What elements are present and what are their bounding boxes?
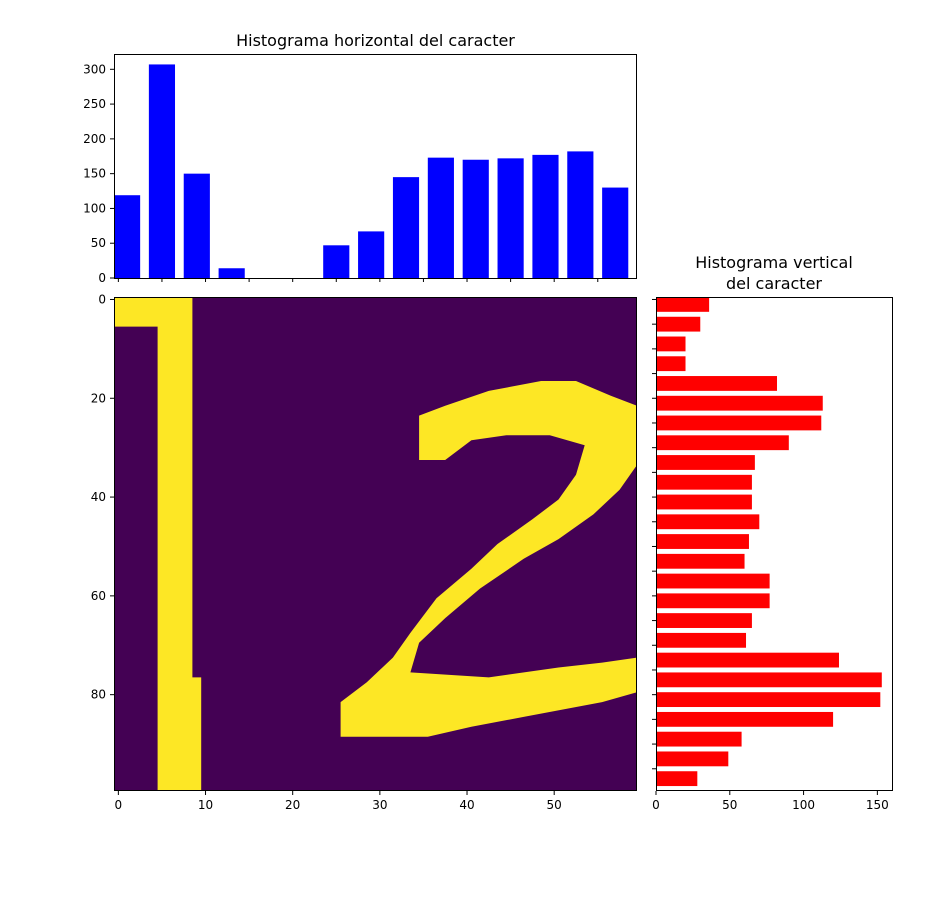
vertical-histogram-frame xyxy=(656,297,893,791)
vertical-histogram-bar xyxy=(656,534,749,549)
horizontal-histogram-bar xyxy=(392,177,420,278)
horizontal-histogram-bar xyxy=(462,159,489,278)
vertical-histogram-bar xyxy=(656,751,729,767)
vertical-histogram-bar xyxy=(656,613,752,628)
image-xtick-label: 20 xyxy=(285,798,300,812)
vertical-histogram: Histograma vertical del caracter 0 50 100 1… xyxy=(652,253,893,812)
image-frame xyxy=(114,297,637,791)
horizontal-histogram-ytick-label: 300 xyxy=(83,62,106,76)
vertical-histogram-bar xyxy=(656,455,755,470)
horizontal-histogram-bar xyxy=(183,173,210,278)
horizontal-histogram: Histograma horizontal del caracter 0 50 10… xyxy=(83,31,637,285)
horizontal-histogram-frame xyxy=(114,54,637,279)
vertical-histogram-bars xyxy=(656,297,882,787)
vertical-histogram-bar xyxy=(656,731,742,747)
vertical-histogram-bar xyxy=(656,316,701,332)
vertical-histogram-bar xyxy=(656,297,710,312)
image-xtick-label: 0 xyxy=(115,798,123,812)
horizontal-histogram-bar xyxy=(602,187,629,278)
horizontal-histogram-ytick-label: 50 xyxy=(91,236,106,250)
vertical-histogram-bar xyxy=(656,514,760,530)
image-xtick-label: 50 xyxy=(547,798,562,812)
horizontal-histogram-bar xyxy=(532,154,559,278)
vertical-histogram-bar xyxy=(656,593,770,609)
horizontal-histogram-ytick-label: 150 xyxy=(83,167,106,181)
horizontal-histogram-bar xyxy=(497,158,524,278)
horizontal-histogram-bar xyxy=(567,151,594,278)
horizontal-histogram-bar xyxy=(323,245,350,278)
vertical-histogram-bar xyxy=(656,415,822,431)
vertical-histogram-xtick-label: 100 xyxy=(792,798,815,812)
vertical-histogram-title-line-1: Histograma vertical xyxy=(695,253,853,272)
horizontal-histogram-bar xyxy=(148,64,176,278)
horizontal-histogram-bar xyxy=(427,157,454,278)
vertical-histogram-bar xyxy=(656,376,778,391)
vertical-histogram-xtick-label: 50 xyxy=(722,798,737,812)
character-image-panel: 0 10 20 30 40 50 0 20 40 60 80 xyxy=(91,292,637,812)
vertical-histogram-bar xyxy=(656,672,882,688)
horizontal-histogram-ytick-label: 100 xyxy=(83,201,106,215)
horizontal-histogram-axes: 0 50 100 150 200 250 300 xyxy=(83,62,599,285)
vertical-histogram-bar xyxy=(656,771,698,787)
vertical-histogram-bar xyxy=(656,573,770,589)
horizontal-histogram-bars xyxy=(114,64,629,278)
image-ytick-label: 60 xyxy=(91,589,106,603)
vertical-histogram-bar xyxy=(656,435,789,451)
image-xtick-label: 40 xyxy=(459,798,474,812)
horizontal-histogram-ytick-label: 0 xyxy=(98,271,106,285)
horizontal-histogram-bar xyxy=(114,195,141,278)
image-xtick-label: 10 xyxy=(198,798,213,812)
vertical-histogram-bar xyxy=(656,336,686,352)
vertical-histogram-title-line-2: del caracter xyxy=(726,274,822,293)
vertical-histogram-bar xyxy=(656,395,823,411)
vertical-histogram-bar xyxy=(656,356,686,372)
image-ytick-label: 0 xyxy=(98,292,106,306)
digit-two-stroke xyxy=(340,381,637,737)
vertical-histogram-xtick-label: 0 xyxy=(652,798,660,812)
vertical-histogram-bar xyxy=(656,553,745,569)
horizontal-histogram-ytick-label: 200 xyxy=(83,132,106,146)
horizontal-histogram-bar xyxy=(358,231,385,278)
digit-one-stroke xyxy=(114,297,202,791)
horizontal-histogram-ytick-label: 250 xyxy=(83,97,106,111)
vertical-histogram-bar xyxy=(656,652,839,668)
vertical-histogram-bar xyxy=(656,632,747,648)
image-xtick-label: 30 xyxy=(372,798,387,812)
image-ytick-label: 40 xyxy=(91,490,106,504)
vertical-histogram-xtick-label: 150 xyxy=(866,798,889,812)
horizontal-histogram-title: Histograma horizontal del caracter xyxy=(236,31,515,50)
vertical-histogram-axes: 0 50 100 150 xyxy=(652,298,889,812)
vertical-histogram-bar xyxy=(656,474,752,490)
vertical-histogram-bar xyxy=(656,711,834,727)
horizontal-histogram-bar xyxy=(218,268,245,278)
image-ytick-label: 80 xyxy=(91,688,106,702)
vertical-histogram-bar xyxy=(656,494,752,510)
vertical-histogram-bar xyxy=(656,692,881,708)
image-ytick-label: 20 xyxy=(91,391,106,405)
image-axes: 0 10 20 30 40 50 0 20 40 60 80 xyxy=(91,292,562,812)
